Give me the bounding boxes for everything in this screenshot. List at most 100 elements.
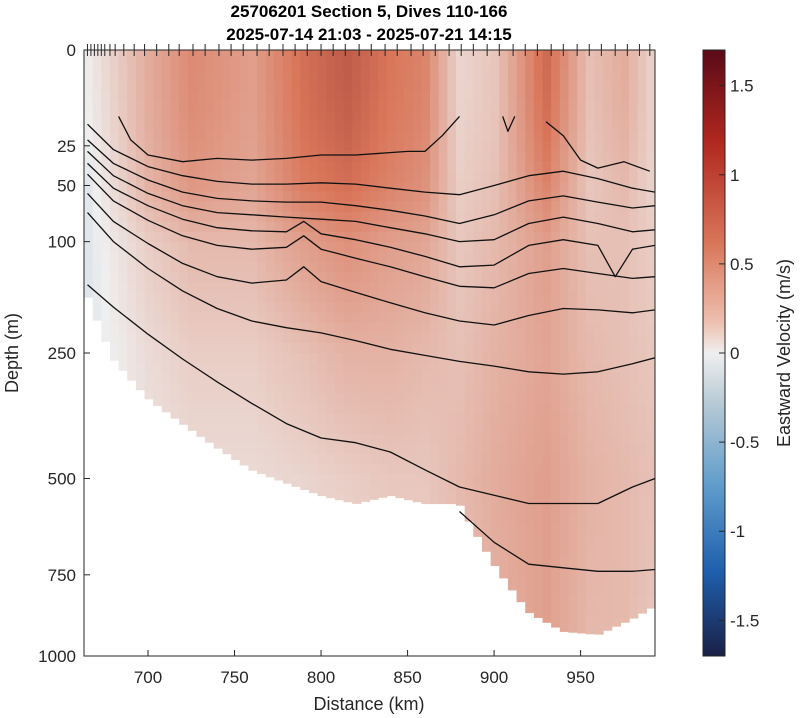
heatmap-cell — [620, 383, 630, 394]
heatmap-cell — [248, 231, 258, 243]
heatmap-cell — [585, 312, 596, 324]
heatmap-cell — [161, 161, 172, 172]
heatmap-cell — [542, 373, 552, 384]
heatmap-cell — [533, 100, 544, 112]
heatmap-cell — [464, 161, 474, 172]
heatmap-cell — [317, 262, 327, 273]
heatmap-cell — [360, 342, 371, 354]
heatmap-cell — [525, 332, 535, 344]
heatmap-cell — [334, 221, 345, 233]
heatmap-cell — [456, 70, 466, 81]
heatmap-cell — [421, 241, 431, 253]
heatmap-cell — [464, 70, 474, 81]
heatmap-cell — [533, 50, 544, 61]
heatmap-cell — [438, 292, 448, 304]
heatmap-cell — [603, 332, 613, 344]
heatmap-cell — [507, 373, 518, 384]
heatmap-cell — [507, 221, 518, 233]
heatmap-cell — [490, 110, 500, 122]
heatmap-cell — [542, 252, 552, 263]
heatmap-cell — [144, 363, 154, 374]
heatmap-cell — [473, 70, 483, 81]
heatmap-cell — [404, 191, 414, 203]
heatmap-cell — [430, 110, 440, 122]
heatmap-cell — [637, 130, 647, 142]
heatmap-cell — [447, 302, 457, 314]
heatmap-cell — [447, 282, 457, 293]
heatmap-cell — [637, 605, 647, 614]
heatmap-cell — [499, 70, 509, 81]
heatmap-cell — [404, 312, 414, 324]
heatmap-cell — [447, 181, 457, 192]
heatmap-cell — [412, 221, 423, 233]
heatmap-cell — [533, 524, 544, 536]
heatmap-cell — [611, 555, 621, 566]
heatmap-cell — [507, 90, 518, 102]
colorbar-tick-label: -1.5 — [730, 611, 759, 630]
heatmap-cell — [421, 494, 431, 505]
heatmap-cell — [404, 252, 414, 263]
heatmap-cell — [646, 413, 655, 425]
heatmap-cell — [291, 181, 301, 192]
heatmap-cell — [257, 454, 267, 465]
heatmap-cell — [395, 413, 405, 425]
heatmap-cell — [490, 393, 500, 405]
heatmap-cell — [334, 494, 345, 501]
heatmap-cell — [161, 100, 172, 112]
heatmap-cell — [559, 474, 570, 485]
heatmap-cell — [386, 201, 397, 213]
heatmap-cell — [629, 140, 639, 152]
heatmap-cell — [352, 262, 362, 273]
heatmap-cell — [585, 494, 596, 506]
heatmap-cell — [135, 110, 146, 122]
heatmap-cell — [369, 383, 379, 394]
heatmap-cell — [170, 363, 180, 374]
heatmap-cell — [317, 231, 327, 243]
heatmap-cell — [585, 221, 596, 233]
heatmap-cell — [326, 221, 336, 233]
heatmap-cell — [404, 464, 414, 475]
heatmap-cell — [369, 201, 379, 213]
heatmap-cell — [542, 140, 552, 152]
heatmap-cell — [291, 140, 301, 152]
heatmap-cell — [326, 130, 336, 142]
heatmap-cell — [369, 60, 379, 71]
heatmap-cell — [317, 221, 327, 233]
heatmap-cell — [248, 393, 258, 405]
heatmap-cell — [308, 363, 319, 374]
heatmap-cell — [568, 70, 578, 81]
heatmap-cell — [438, 363, 448, 374]
heatmap-cell — [646, 332, 655, 344]
heatmap-cell — [239, 50, 249, 61]
heatmap-cell — [213, 433, 224, 445]
heatmap-cell — [274, 282, 284, 293]
heatmap-cell — [282, 433, 293, 445]
heatmap-cell — [603, 191, 613, 203]
heatmap-cell — [412, 403, 423, 415]
heatmap-cell — [473, 363, 483, 374]
heatmap-cell — [308, 292, 319, 304]
heatmap-cell — [594, 171, 604, 182]
heatmap-cell — [326, 464, 336, 475]
heatmap-cell — [481, 80, 492, 91]
heatmap-cell — [265, 140, 275, 152]
heatmap-cell — [542, 292, 552, 304]
heatmap-cell — [291, 100, 301, 112]
heatmap-cell — [84, 292, 94, 298]
heatmap-cell — [300, 171, 310, 182]
heatmap-cell — [464, 151, 474, 162]
heatmap-cell — [317, 403, 327, 415]
x-tick-label: 900 — [480, 668, 508, 687]
heatmap-cell — [620, 413, 630, 425]
heatmap-cell — [386, 191, 397, 203]
heatmap-cell — [525, 252, 535, 263]
heatmap-cell — [421, 464, 431, 475]
heatmap-cell — [248, 433, 258, 445]
heatmap-cell — [585, 342, 596, 354]
heatmap-cell — [231, 100, 241, 112]
heatmap-cell — [205, 60, 215, 71]
y-tick-label: 500 — [48, 470, 76, 489]
heatmap-cell — [179, 221, 189, 233]
heatmap-cell — [447, 342, 457, 354]
heatmap-cell — [456, 100, 466, 112]
